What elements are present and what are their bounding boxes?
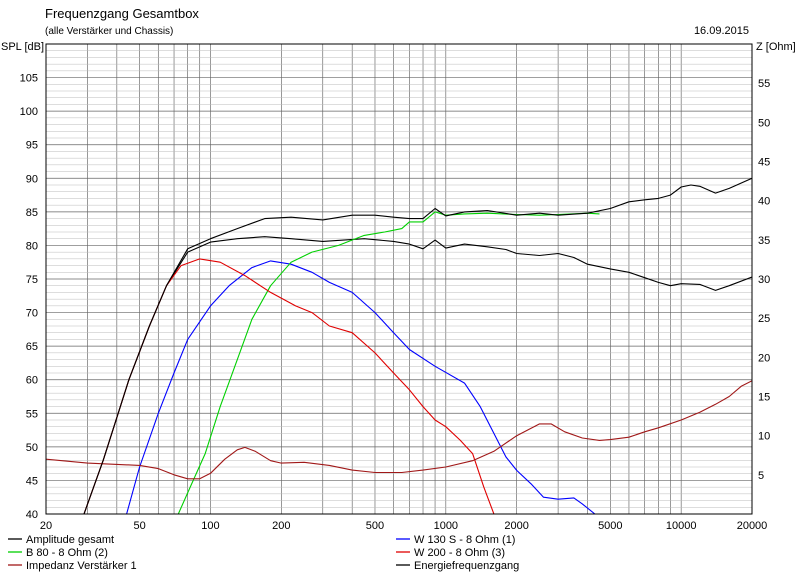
series-line-4 (46, 380, 752, 480)
series-line-0 (83, 236, 752, 514)
legend-label: Amplitude gesamt (26, 534, 114, 546)
legend-label: Impedanz Verstärker 1 (26, 560, 137, 572)
legend-label: W 130 S - 8 Ohm (1) (414, 534, 515, 546)
y-tick-label-left: 95 (26, 140, 38, 152)
x-tick-label: 100 (201, 520, 219, 532)
x-tick-label: 10000 (666, 520, 697, 532)
plot-curves (46, 177, 752, 514)
legend-label: Energiefrequenzgang (414, 560, 519, 572)
x-tick-label: 500 (366, 520, 384, 532)
x-tick-label: 5000 (598, 520, 622, 532)
y-tick-label-right: 10 (758, 431, 770, 443)
y-tick-label-left: 105 (20, 73, 38, 85)
y-tick-label-right: 40 (758, 196, 770, 208)
legend-label: B 80 - 8 Ohm (2) (26, 547, 108, 559)
x-tick-label: 20000 (737, 520, 768, 532)
y-tick-label-right: 30 (758, 274, 770, 286)
y-axis-left-ticks: 40 45 50 55 60 65 70 75 80 85 90 95 100 105 (20, 73, 38, 521)
series-line-1 (126, 260, 596, 514)
y-tick-label-right: 15 (758, 392, 770, 404)
series-line-5 (83, 177, 752, 514)
y-tick-label-right: 45 (758, 157, 770, 169)
y-tick-label-right: 25 (758, 313, 770, 325)
chart-title: Frequenzgang Gesamtbox (45, 6, 199, 21)
y-tick-label-left: 50 (26, 442, 38, 454)
y-tick-label-right: 50 (758, 117, 770, 129)
y-tick-label-right: 5 (758, 470, 764, 482)
y-tick-label-left: 80 (26, 240, 38, 252)
x-axis-ticks: 20 50 100 200 500 1000 2000 5000 10000 20000 (40, 520, 767, 532)
chart-date: 16.09.2015 (694, 25, 749, 37)
x-tick-label: 200 (272, 520, 290, 532)
y-tick-label-left: 85 (26, 207, 38, 219)
y-tick-label-right: 55 (758, 78, 770, 90)
chart-subtitle: (alle Verstärker und Chassis) (45, 26, 173, 37)
y-tick-label-left: 100 (20, 106, 38, 118)
y-axis-right-ticks: 5 10 15 20 25 30 35 40 45 50 55 (758, 78, 770, 482)
y-tick-label-left: 55 (26, 408, 38, 420)
y-tick-label-right: 35 (758, 235, 770, 247)
x-tick-label: 2000 (504, 520, 528, 532)
x-tick-label: 20 (40, 520, 52, 532)
y-tick-label-left: 90 (26, 173, 38, 185)
x-tick-label: 50 (134, 520, 146, 532)
y-tick-label-right: 20 (758, 352, 770, 364)
y-tick-label-left: 65 (26, 341, 38, 353)
y-axis-right-label: Z [Ohm] (756, 41, 796, 53)
y-tick-label-left: 75 (26, 274, 38, 286)
y-tick-label-left: 60 (26, 375, 38, 387)
plot-grid (45, 43, 753, 515)
y-tick-label-left: 70 (26, 308, 38, 320)
plot-frame (45, 43, 753, 515)
x-tick-label: 1000 (434, 520, 458, 532)
y-tick-label-left: 40 (26, 509, 38, 521)
series-line-2 (177, 211, 600, 514)
y-tick-label-left: 45 (26, 475, 38, 487)
legend-label: W 200 - 8 Ohm (3) (414, 547, 505, 559)
y-axis-left-label: SPL [dB] (1, 41, 44, 53)
